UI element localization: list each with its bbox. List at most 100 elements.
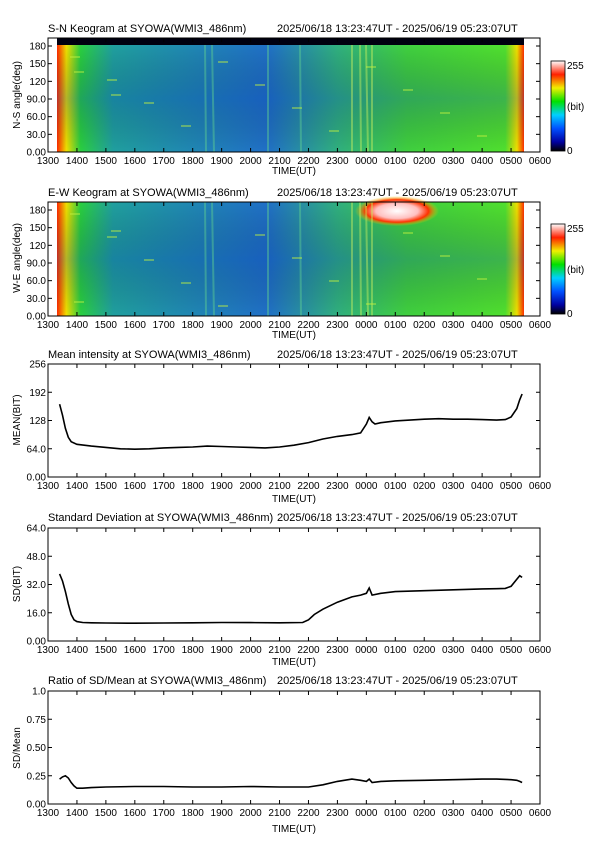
sn-colorbar-min: 0 (567, 146, 573, 157)
sd-series-line (58, 573, 523, 625)
ew-keogram-panel: E-W Keogram at SYOWA(WMI3_486nm) 2025/06… (12, 187, 584, 341)
sd-xtick-label: 0300 (442, 645, 465, 656)
sn-keogram-ylabel: N-S angle(deg) (12, 61, 23, 129)
sn-keogram-xtick-label: 0200 (413, 156, 436, 167)
sn-colorbar-bar (550, 60, 566, 152)
sn-keogram-xtick-label: 0300 (442, 156, 465, 167)
ew-keogram-ytick-label: 180 (29, 206, 46, 217)
sn-keogram-yticks: 0.00 30.0 60.0 90.0 120 150 180 (27, 42, 540, 159)
ew-keogram-xtick-label: 0100 (384, 320, 407, 331)
sn-keogram-xtick-label: 2000 (239, 156, 262, 167)
mean-yticks: 0.00 64.0 128 192 256 (27, 360, 540, 484)
ratio-xtick-label: 0100 (384, 808, 407, 819)
mean-xtick-label: 0500 (500, 481, 523, 492)
ratio-xlabel: TIME(UT) (272, 824, 316, 835)
ratio-xtick-label: 2000 (239, 808, 262, 819)
ratio-panel: Ratio of SD/Mean at SYOWA(WMI3_486nm) 20… (12, 675, 552, 835)
sn-colorbar-unit: (bit) (567, 102, 584, 113)
sn-keogram-ytick-label: 90.0 (27, 95, 47, 106)
sd-yticks: 0.00 16.0 32.0 48.0 64.0 (27, 524, 540, 648)
sd-ytick-label: 32.0 (27, 580, 47, 591)
sn-keogram-xtick-label: 1500 (95, 156, 118, 167)
sn-keogram-top-band (57, 38, 524, 45)
mean-xtick-label: 0000 (355, 481, 378, 492)
ew-keogram-xtick-label: 2000 (239, 320, 262, 331)
mean-ylabel: MEAN(BIT) (12, 394, 23, 445)
ew-keogram-xtick-label: 0500 (500, 320, 523, 331)
sn-colorbar: 255 (bit) 0 (550, 60, 584, 157)
ratio-xtick-label: 0500 (500, 808, 523, 819)
sn-keogram-ytick-label: 150 (29, 59, 46, 70)
mean-xtick-label: 0200 (413, 481, 436, 492)
mean-xtick-label: 1400 (66, 481, 89, 492)
sd-xtick-label: 1500 (95, 645, 118, 656)
ew-keogram-title: E-W Keogram at SYOWA(WMI3_486nm) (48, 187, 249, 199)
ew-colorbar-max: 255 (567, 224, 584, 235)
sd-xticks: 1300 1400 1500 1600 1700 1800 1900 2000 2100 2200… (37, 528, 552, 656)
mean-xtick-label: 1700 (153, 481, 176, 492)
mean-ytick-label: 256 (29, 360, 46, 371)
ratio-xtick-label: 1400 (66, 808, 89, 819)
mean-xtick-label: 1900 (211, 481, 234, 492)
sn-keogram-streak (204, 44, 207, 153)
sn-keogram-xtick-label: 1700 (153, 156, 176, 167)
ratio-xtick-label: 0400 (471, 808, 494, 819)
ratio-yticks: 0.00 0.25 0.50 0.75 1.0 (27, 687, 540, 811)
sd-xtick-label: 1700 (153, 645, 176, 656)
ratio-xtick-label: 2300 (326, 808, 349, 819)
ratio-ytick-label: 1.0 (32, 687, 46, 698)
sd-xtick-label: 2300 (326, 645, 349, 656)
ew-colorbar: 255 (bit) 0 (550, 223, 584, 320)
ew-colorbar-bar (550, 223, 566, 315)
ratio-time-range: 2025/06/18 13:23:47UT - 2025/06/19 05:23… (277, 675, 518, 687)
sd-panel: Standard Deviation at SYOWA(WMI3_486nm) … (12, 512, 552, 668)
sd-xtick-label: 1300 (37, 645, 60, 656)
sd-ylabel: SD(BIT) (12, 566, 23, 602)
ratio-ylabel: SD/Mean (12, 727, 23, 769)
mean-ytick-label: 192 (29, 388, 46, 399)
ew-keogram-ytick-label: 90.0 (27, 259, 47, 270)
ratio-xtick-label: 0200 (413, 808, 436, 819)
ew-keogram-xtick-label: 0300 (442, 320, 465, 331)
ratio-xtick-label: 1700 (153, 808, 176, 819)
sn-keogram-streak (365, 44, 369, 153)
sd-xtick-label: 1800 (182, 645, 205, 656)
ew-keogram-xtick-label: 1500 (95, 320, 118, 331)
ew-keogram-xtick-label: 2100 (268, 320, 291, 331)
sn-keogram-xtick-label: 2200 (297, 156, 320, 167)
ratio-xtick-label: 1800 (182, 808, 205, 819)
ratio-frame (47, 690, 541, 805)
sn-keogram-xtick-label: 0600 (529, 156, 552, 167)
ew-keogram-xtick-label: 1700 (153, 320, 176, 331)
sn-keogram-xtick-label: 2100 (268, 156, 291, 167)
ew-keogram-ytick-label: 0.00 (27, 312, 47, 323)
mean-ytick-label: 0.00 (27, 473, 47, 484)
mean-xtick-label: 1500 (95, 481, 118, 492)
ew-keogram-xtick-label: 1800 (182, 320, 205, 331)
sn-keogram-xtick-label: 1400 (66, 156, 89, 167)
ratio-xtick-label: 1300 (37, 808, 60, 819)
sn-keogram-xtick-label: 2300 (326, 156, 349, 167)
sd-xtick-label: 1600 (124, 645, 147, 656)
sn-keogram-xtick-label: 1300 (37, 156, 60, 167)
sd-xtick-label: 0400 (471, 645, 494, 656)
ew-keogram-ytick-label: 60.0 (27, 276, 47, 287)
sn-keogram-xtick-label: 1900 (211, 156, 234, 167)
ew-keogram-streak (204, 201, 207, 317)
sn-keogram-streak (211, 44, 215, 153)
ratio-ytick-label: 0.75 (27, 715, 47, 726)
mean-xticks: 1300 1400 1500 1600 1700 1800 1900 2000 2100 2200… (37, 364, 552, 492)
sd-xtick-label: 1900 (211, 645, 234, 656)
ew-keogram-time-range: 2025/06/18 13:23:47UT - 2025/06/19 05:23… (277, 187, 518, 199)
sd-xlabel: TIME(UT) (272, 657, 316, 668)
mean-time-range: 2025/06/18 13:23:47UT - 2025/06/19 05:23… (277, 349, 518, 361)
ratio-xtick-label: 1600 (124, 808, 147, 819)
ew-keogram-ylabel: W-E angle(deg) (12, 223, 23, 293)
sn-keogram-title: S-N Keogram at SYOWA(WMI3_486nm) (48, 23, 246, 35)
mean-title: Mean intensity at SYOWA(WMI3_486nm) (48, 349, 251, 361)
mean-xtick-label: 1800 (182, 481, 205, 492)
sd-ytick-label: 0.00 (27, 637, 47, 648)
mean-xtick-label: 0100 (384, 481, 407, 492)
sd-xtick-label: 1400 (66, 645, 89, 656)
ew-keogram-xtick-label: 1300 (37, 320, 60, 331)
